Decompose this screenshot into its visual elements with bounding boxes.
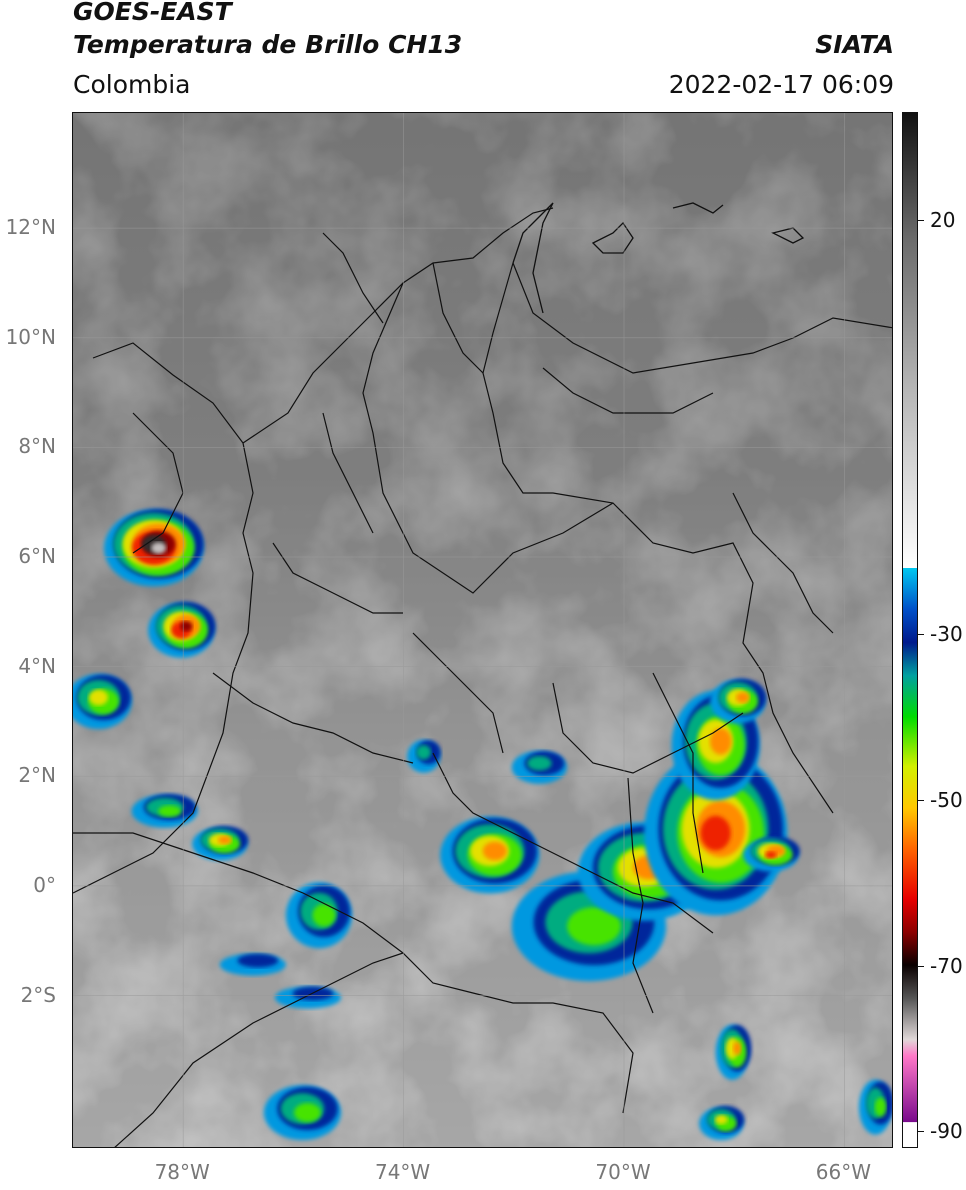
cell-contour (874, 1097, 887, 1117)
convective-cell (73, 674, 132, 729)
colorbar-tick-label: 20 (930, 207, 956, 232)
lon-tick-label: 74°W (374, 1160, 431, 1184)
lat-tick-label: 0° (33, 872, 56, 897)
cell-contour (416, 745, 431, 760)
colorbar-tick-mark (918, 1131, 924, 1133)
lat-tick-label: 12°N (5, 215, 56, 240)
convective-cell (274, 986, 341, 1009)
convective-cell (440, 816, 540, 894)
agency-label: SIATA (815, 30, 894, 59)
satellite-map (73, 113, 892, 1147)
colorbar-tick-mark (918, 219, 924, 221)
convective-cell (858, 1079, 892, 1135)
cell-contour (158, 805, 182, 817)
colorbar-tick-label: -50 (930, 787, 963, 812)
cell-contour (180, 621, 193, 632)
datetime-label: 2022-02-17 06:09 (668, 70, 894, 99)
convective-cell (148, 602, 216, 658)
cell-contour (567, 907, 621, 946)
cell-contour (527, 755, 552, 771)
colorbar-tick-mark (918, 965, 924, 967)
cell-contour (733, 1041, 742, 1055)
cell-contour (237, 953, 279, 968)
cell-contour (736, 692, 750, 703)
convective-cell (699, 1106, 745, 1141)
lat-tick-label: 2°S (20, 982, 56, 1007)
lon-tick-label: 66°W (815, 1160, 872, 1184)
convective-cell (192, 826, 249, 861)
cell-contour (312, 903, 336, 927)
convective-cell (715, 1024, 752, 1080)
cell-contour (151, 542, 167, 554)
coastline (512, 202, 805, 314)
convective-cell (285, 882, 353, 949)
lon-tick-label: 78°W (154, 1160, 210, 1184)
lon-tick-label: 70°W (595, 1160, 651, 1184)
title-line-1: GOES-EAST (73, 0, 232, 26)
convective-cell (511, 750, 567, 784)
title-line-2: Temperatura de Brillo CH13 (73, 30, 463, 59)
colorbar-tick-label: -30 (930, 622, 963, 647)
graticule (73, 113, 892, 1147)
country-borders (73, 207, 892, 1147)
cell-contour (714, 1114, 728, 1125)
lat-tick-label: 8°N (18, 434, 56, 459)
lat-tick-label: 4°N (18, 653, 56, 678)
convective-cell (219, 953, 286, 976)
colorbar-tick-label: -90 (930, 1119, 963, 1144)
convective-cell (131, 794, 198, 828)
cell-contour (482, 841, 507, 861)
map-panel (72, 112, 893, 1148)
convective-cell (104, 509, 204, 587)
cell-contour (218, 836, 232, 845)
cell-contour (700, 815, 731, 851)
cell-contour (294, 1103, 321, 1123)
convective-cell (407, 739, 441, 773)
cell-contour (709, 728, 732, 755)
colorbar-tick-mark (918, 634, 924, 636)
lat-tick-label: 6°N (18, 544, 56, 568)
lat-tick-label: 10°N (5, 324, 56, 349)
colorbar (902, 112, 918, 1148)
cell-contour (764, 851, 777, 859)
region-label: Colombia (73, 70, 191, 99)
cell-contour (89, 689, 108, 706)
convective-cell (263, 1085, 341, 1141)
convective-cell (743, 836, 800, 872)
colorbar-tick-label: -70 (930, 953, 963, 978)
lat-tick-label: 2°N (18, 763, 56, 788)
convective-cell (710, 678, 767, 724)
colorbar-tick-mark (918, 799, 924, 801)
